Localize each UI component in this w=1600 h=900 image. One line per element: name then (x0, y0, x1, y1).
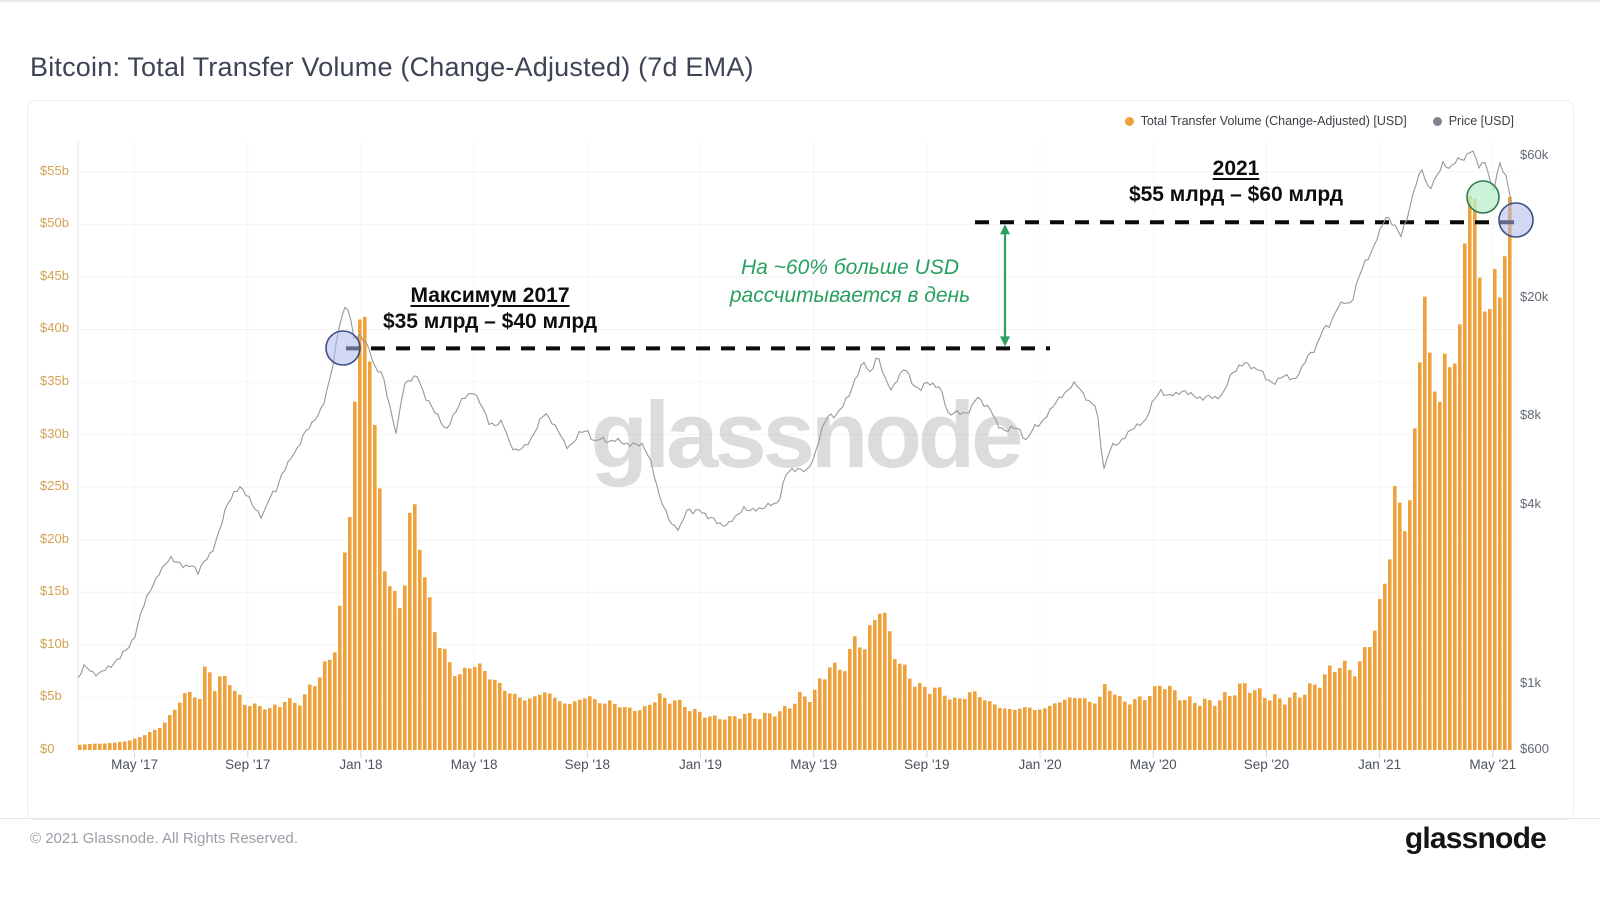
price-legend-dot-icon (1432, 116, 1442, 126)
green-double-arrow-icon (1000, 224, 1010, 347)
may-2021-green-circle-marker (1466, 180, 1500, 214)
x-axis-tick-label: May '18 (450, 757, 498, 772)
annotation-2021-range: $55 млрд – $60 млрд (1128, 183, 1344, 206)
annotation-2021: 2021 $55 млрд – $60 млрд (1086, 156, 1386, 208)
peak-2017-circle-marker (325, 330, 361, 366)
glassnode-logo: glassnode (1404, 822, 1547, 855)
x-axis-tick-label: May '20 (1129, 757, 1177, 772)
x-axis-tick-label: May '19 (790, 757, 838, 772)
x-axis-tick-label: Jan '20 (1018, 757, 1062, 772)
x-axis-tick-label: May '21 (1469, 757, 1517, 772)
right-axis-tick-label: $60k (1520, 147, 1549, 162)
x-axis-tick-label: Sep '17 (225, 757, 271, 772)
x-axis-tick-label: Sep '20 (1243, 757, 1290, 772)
may-2021-blue-circle-marker (1498, 202, 1534, 238)
legend-item-price[interactable]: Price [USD] (1432, 114, 1514, 128)
annotation-max-2017: Максимум 2017 $35 млрд – $40 млрд (340, 283, 640, 335)
left-axis-tick-label: $50b (40, 215, 69, 231)
chart-plot[interactable] (0, 0, 1600, 830)
annotation-2021-title: 2021 (1212, 157, 1260, 180)
x-axis-tick-label: Sep '18 (564, 757, 610, 772)
annotation-green-note-line2: рассчитывается в день (729, 284, 971, 307)
legend: Total Transfer Volume (Change-Adjusted) … (1124, 114, 1514, 128)
x-axis-tick-label: Jan '21 (1358, 757, 1402, 772)
left-axis-tick-label: $0 (40, 741, 55, 756)
x-axis-tick-label: Jan '18 (339, 757, 383, 772)
annotation-max-2017-range: $35 млрд – $40 млрд (382, 310, 598, 333)
x-axis-tick-label: Sep '19 (904, 757, 950, 772)
left-axis-tick-label: $20b (40, 530, 69, 546)
top-edge-divider (0, 0, 1600, 2)
x-axis-tick-label: Jan '19 (678, 757, 723, 772)
legend-item-volume[interactable]: Total Transfer Volume (Change-Adjusted) … (1124, 114, 1407, 128)
right-axis-tick-label: $20k (1520, 288, 1549, 304)
left-axis-tick-label: $30b (40, 425, 69, 441)
left-axis-tick-label: $35b (40, 373, 69, 389)
price-line (77, 150, 1513, 679)
left-axis-tick-label: $40b (40, 320, 69, 336)
gridlines (77, 140, 1514, 758)
chart-title: Bitcoin: Total Transfer Volume (Change-A… (30, 52, 754, 83)
right-axis-tick-label: $600 (1520, 741, 1549, 756)
left-axis-tick-label: $45b (40, 267, 69, 283)
x-axis-tick-label: May '17 (111, 757, 158, 772)
annotation-green-note-line1: На ~60% больше USD (740, 256, 959, 279)
left-axis-tick-label: $5b (40, 688, 62, 704)
volume-legend-dot-icon (1124, 116, 1134, 126)
volume-bars (78, 195, 1512, 751)
legend-item-price-label: Price [USD] (1448, 114, 1514, 128)
right-axis-tick-label: $1k (1520, 675, 1541, 691)
right-axis-tick-label: $4k (1520, 496, 1541, 512)
footer-copyright: © 2021 Glassnode. All Rights Reserved. (30, 830, 298, 847)
annotation-green-note: На ~60% больше USD рассчитывается в день (695, 254, 1005, 310)
left-axis-tick-label: $25b (40, 478, 69, 494)
right-axis-tick-label: $8k (1520, 406, 1541, 422)
legend-item-volume-label: Total Transfer Volume (Change-Adjusted) … (1140, 114, 1407, 128)
left-axis-tick-label: $15b (40, 583, 69, 599)
footer-divider (0, 818, 1600, 819)
annotation-max-2017-title: Максимум 2017 (410, 284, 570, 307)
left-axis-tick-label: $10b (40, 635, 69, 651)
left-axis-tick-label: $55b (40, 162, 69, 178)
